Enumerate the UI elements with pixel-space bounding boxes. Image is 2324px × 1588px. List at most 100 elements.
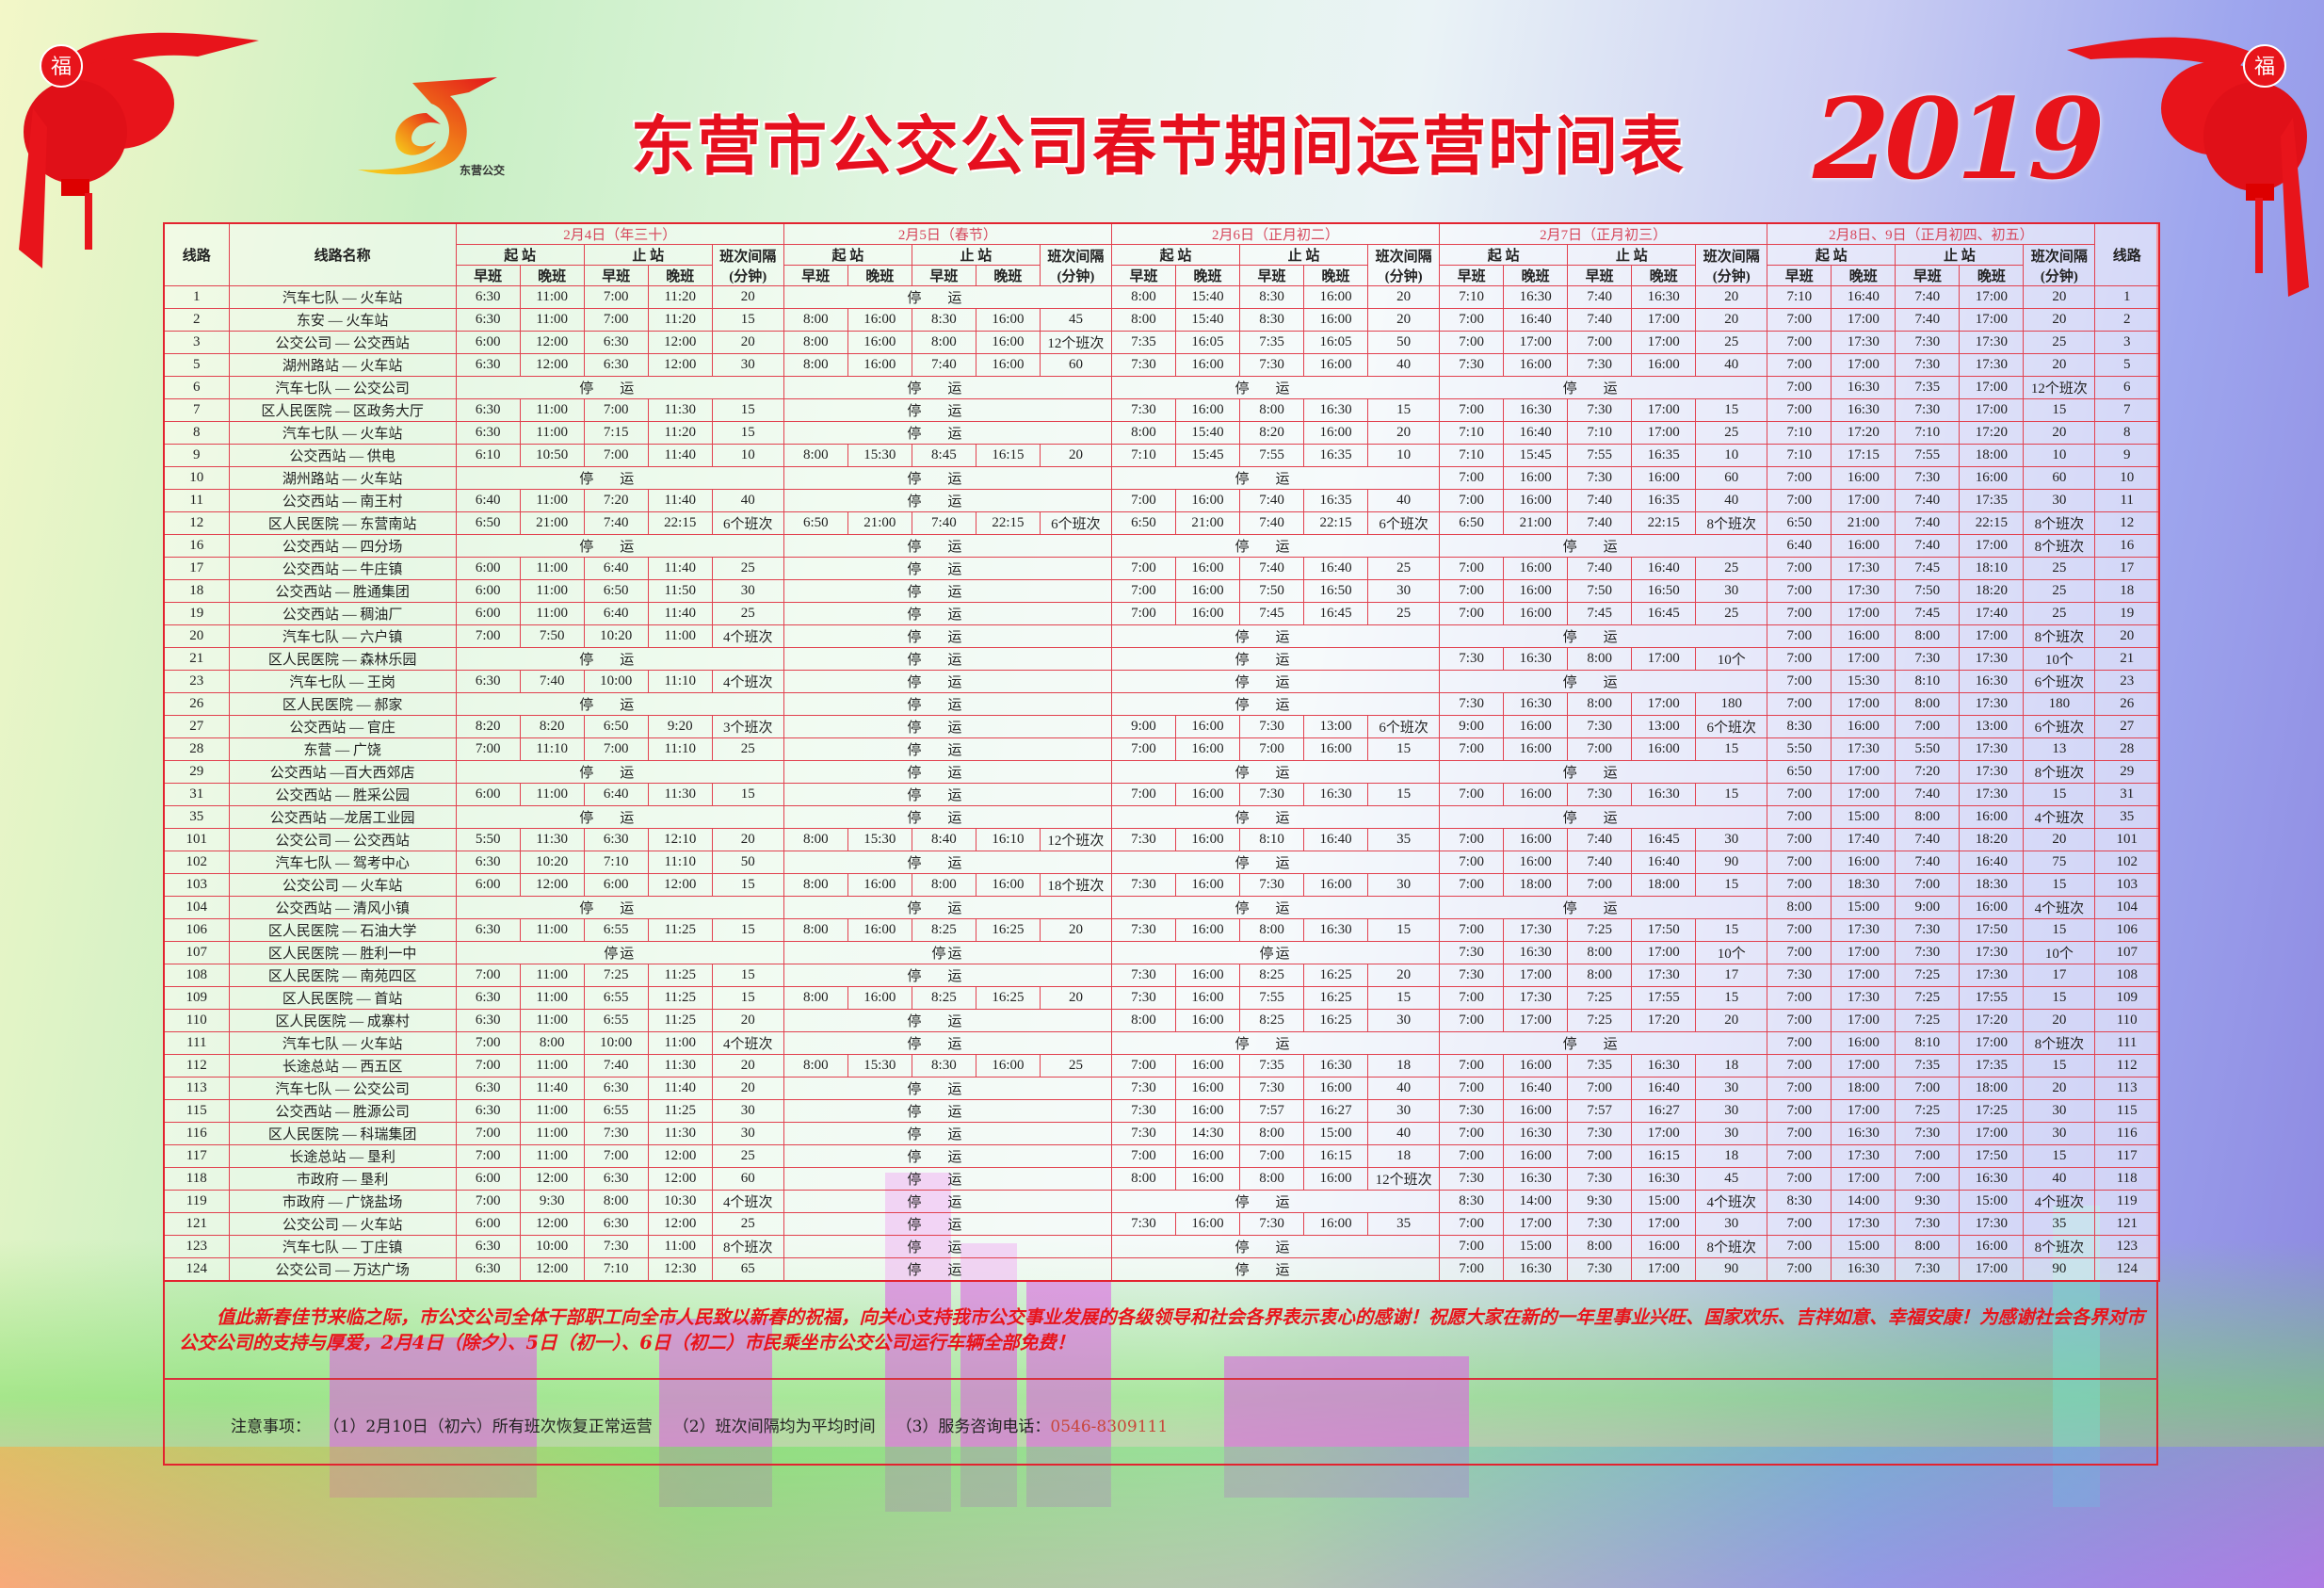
suspended-cell: 停运 <box>455 534 784 558</box>
suspended-cell: 停运 <box>783 1122 1112 1145</box>
interval-cell: 17 <box>1695 964 1768 987</box>
interval-cell: 30 <box>1695 1122 1768 1145</box>
start-early-cell: 7:30 <box>1439 1167 1505 1191</box>
end-early-cell: 7:00 <box>583 308 649 332</box>
start-early-cell: 7:00 <box>1439 1122 1505 1145</box>
end-late-cell: 16:40 <box>1303 557 1369 580</box>
route-number: 31 <box>163 783 230 806</box>
header-interval: 班次间隔 (分钟) <box>2023 244 2096 286</box>
start-late-cell: 16:00 <box>1503 602 1569 625</box>
interval-cell: 20 <box>2023 353 2096 377</box>
start-early-cell: 7:00 <box>1767 1077 1832 1100</box>
header-late: 晚班 <box>1303 265 1369 286</box>
interval-cell: 15 <box>711 421 784 445</box>
header-early: 早班 <box>455 265 521 286</box>
start-late-cell: 11:00 <box>519 1009 585 1032</box>
table-row: 118 市政府 — 垦利 6:00 12:00 6:30 12:00 60 停运 8:00 16:… <box>163 1167 2160 1191</box>
suspended-cell: 停运 <box>1110 647 1441 671</box>
end-early-cell: 7:40 <box>1895 308 1961 332</box>
end-late-cell: 16:30 <box>1631 285 1697 309</box>
suspended-cell: 停运 <box>783 579 1112 603</box>
end-late-cell: 11:20 <box>647 421 713 445</box>
end-early-cell: 7:35 <box>1895 1054 1961 1078</box>
interval-cell: 35 <box>2023 1212 2096 1236</box>
interval-cell: 20 <box>2023 828 2096 851</box>
end-early-cell: 7:40 <box>1567 489 1633 512</box>
interval-cell: 15 <box>711 308 784 332</box>
interval-cell: 6个班次 <box>2023 670 2096 693</box>
interval-cell: 15 <box>711 964 784 987</box>
suspended-cell: 停运 <box>1110 1257 1441 1282</box>
start-late-cell: 16:00 <box>1831 715 1896 738</box>
interval-cell: 30 <box>1695 579 1768 603</box>
end-early-cell: 5:50 <box>1895 737 1961 761</box>
end-early-cell: 7:50 <box>1895 579 1961 603</box>
start-early-cell: 8:00 <box>783 444 848 467</box>
end-late-cell: 17:00 <box>1631 1212 1697 1236</box>
end-early-cell: 8:00 <box>1895 1235 1961 1258</box>
suspended-cell: 停运 <box>1439 670 1768 693</box>
start-early-cell: 7:30 <box>1110 353 1176 377</box>
end-late-cell: 17:00 <box>1631 1122 1697 1145</box>
end-early-cell: 8:10 <box>1895 1031 1961 1055</box>
start-early-cell: 6:30 <box>455 986 521 1010</box>
route-number: 6 <box>163 376 230 399</box>
start-early-cell: 7:00 <box>1767 1122 1832 1145</box>
start-late-cell: 16:00 <box>1174 1144 1241 1168</box>
page-title: 东营市公交公司春节期间运营时间表 <box>630 109 1686 185</box>
start-early-cell: 6:00 <box>455 557 521 580</box>
end-early-cell: 7:35 <box>1567 1054 1633 1078</box>
start-late-cell: 16:00 <box>1174 715 1241 738</box>
route-name: 汽车七队 — 六户镇 <box>228 624 457 648</box>
end-early-cell: 7:00 <box>1895 715 1961 738</box>
start-late-cell: 11:00 <box>519 1144 585 1168</box>
start-early-cell: 9:00 <box>1439 715 1505 738</box>
interval-unit: (分钟) <box>2040 268 2078 284</box>
lantern-char: 福 <box>2254 56 2275 79</box>
table-row: 116 区人民医院 — 科瑞集团 7:00 11:00 7:30 11:30 30 停运 7:3… <box>163 1122 2160 1145</box>
route-number: 121 <box>163 1212 230 1236</box>
table-row: 123 汽车七队 — 丁庄镇 6:30 10:00 7:30 11:00 8个班次 停运 停运 7… <box>163 1235 2160 1258</box>
start-late-cell: 15:45 <box>1174 444 1241 467</box>
route-number: 111 <box>163 1031 230 1055</box>
end-early-cell: 7:30 <box>1567 783 1633 806</box>
interval-cell: 8个班次 <box>1695 1235 1768 1258</box>
interval-label: 班次间隔 <box>1047 249 1105 265</box>
interval-cell: 20 <box>1695 1009 1768 1032</box>
suspended-cell: 停运 <box>455 805 784 829</box>
interval-cell: 60 <box>1039 353 1112 377</box>
end-late-cell: 17:35 <box>1959 1054 2025 1078</box>
header-start-station: 起 站 <box>1110 244 1241 266</box>
suspended-cell: 停运 <box>783 670 1112 693</box>
end-late-cell: 12:00 <box>647 1167 713 1191</box>
end-late-cell: 11:25 <box>647 1009 713 1032</box>
start-early-cell: 7:00 <box>1767 851 1832 874</box>
interval-cell: 30 <box>2023 1099 2096 1123</box>
table-row: 109 区人民医院 — 首站 6:30 11:00 6:55 11:25 15 8:00 16:… <box>163 986 2160 1010</box>
interval-cell: 6个班次 <box>711 511 784 535</box>
start-late-cell: 11:40 <box>519 1077 585 1100</box>
start-late-cell: 8:00 <box>519 1031 585 1055</box>
interval-cell: 25 <box>2023 579 2096 603</box>
end-early-cell: 6:50 <box>583 715 649 738</box>
interval-cell: 180 <box>1695 692 1768 716</box>
start-late-cell: 9:30 <box>519 1190 585 1213</box>
start-early-cell: 8:00 <box>783 918 848 942</box>
end-late-cell: 16:00 <box>1631 1235 1697 1258</box>
start-early-cell: 7:00 <box>1767 331 1832 354</box>
start-late-cell: 17:00 <box>1503 1212 1569 1236</box>
end-early-cell: 7:10 <box>583 851 649 874</box>
end-late-cell: 16:15 <box>975 444 1041 467</box>
start-late-cell: 16:00 <box>1174 353 1241 377</box>
table-row: 21 区人民医院 — 森林乐园 停运 停运 停运 7:30 16:30 8:00 17:00 10… <box>163 647 2160 671</box>
end-late-cell: 16:27 <box>1631 1099 1697 1123</box>
table-row: 23 汽车七队 — 王岗 6:30 7:40 10:00 11:10 4个班次 停运 停运 停运 7… <box>163 670 2160 693</box>
end-late-cell: 11:10 <box>647 851 713 874</box>
end-late-cell: 16:00 <box>975 308 1041 332</box>
end-early-cell: 7:40 <box>583 1054 649 1078</box>
table-row: 29 公交西站 —百大西郊店 停运 停运 停运 停运 6:50 17:00 7:20 17:30 8… <box>163 760 2160 784</box>
header-date: 2月5日（春节） <box>783 222 1112 245</box>
route-name: 东安 — 火车站 <box>228 308 457 332</box>
header-end-station: 止 站 <box>1239 244 1369 266</box>
interval-cell: 40 <box>1367 1122 1441 1145</box>
